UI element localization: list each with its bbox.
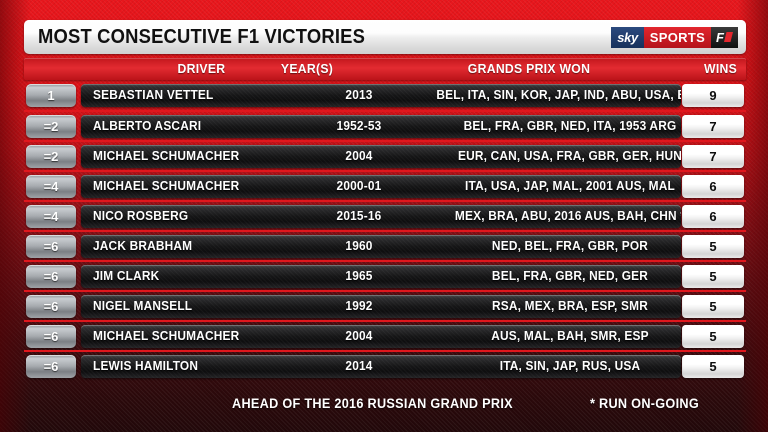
- driver-name: MICHAEL SCHUMACHER: [93, 148, 240, 163]
- grands-prix-value: RSA, MEX, BRA, ESP, SMR: [492, 298, 648, 313]
- row-data-strip: ALBERTO ASCARI 1952-53 BEL, FRA, GBR, NE…: [81, 114, 681, 138]
- grands-prix-value: ITA, USA, JAP, MAL, 2001 AUS, MAL: [465, 178, 675, 193]
- rank-badge: =6: [26, 354, 76, 378]
- table-row: =2 ALBERTO ASCARI 1952-53 BEL, FRA, GBR,…: [24, 110, 746, 140]
- table-row: =6 MICHAEL SCHUMACHER 2004 AUS, MAL, BAH…: [24, 320, 746, 350]
- grands-prix-value: BEL, FRA, GBR, NED, ITA, 1953 ARG: [463, 118, 677, 133]
- title-bar: MOST CONSECUTIVE F1 VICTORIES sky SPORTS…: [24, 20, 746, 54]
- years-value: 2000-01: [336, 178, 382, 193]
- rank-badge: =6: [26, 294, 76, 318]
- wins-value: 5: [682, 264, 744, 288]
- rank-badge: =4: [26, 174, 76, 198]
- row-data-strip: NICO ROSBERG 2015-16 MEX, BRA, ABU, 2016…: [81, 204, 681, 228]
- row-data-strip: JACK BRABHAM 1960 NED, BEL, FRA, GBR, PO…: [81, 234, 681, 258]
- wins-value: 5: [682, 324, 744, 348]
- years-value: 2004: [345, 148, 373, 163]
- wins-value: 7: [682, 144, 744, 168]
- table-row: =6 JACK BRABHAM 1960 NED, BEL, FRA, GBR,…: [24, 230, 746, 260]
- row-data-strip: SEBASTIAN VETTEL 2013 BEL, ITA, SIN, KOR…: [81, 83, 681, 107]
- rank-badge: =2: [26, 144, 76, 168]
- grands-prix-value: BEL, FRA, GBR, NED, GER: [491, 268, 649, 283]
- row-data-strip: MICHAEL SCHUMACHER 2004 EUR, CAN, USA, F…: [81, 144, 681, 168]
- row-data-strip: LEWIS HAMILTON 2014 ITA, SIN, JAP, RUS, …: [81, 354, 681, 378]
- years-value: 2014: [345, 358, 373, 373]
- driver-name: ALBERTO ASCARI: [93, 118, 202, 133]
- grands-prix-value: ITA, SIN, JAP, RUS, USA: [499, 358, 641, 373]
- column-header-row: DRIVER YEAR(S) GRANDS PRIX WON WINS: [24, 58, 746, 80]
- driver-name: NICO ROSBERG: [93, 208, 189, 223]
- row-data-strip: MICHAEL SCHUMACHER 2000-01 ITA, USA, JAP…: [81, 174, 681, 198]
- rank-badge: =6: [26, 264, 76, 288]
- column-header-wins: WINS: [703, 61, 737, 76]
- rank-badge: =2: [26, 114, 76, 138]
- rank-badge: =6: [26, 234, 76, 258]
- years-value: 1965: [345, 268, 373, 283]
- years-value: 1992: [345, 298, 373, 313]
- table-row: 1 SEBASTIAN VETTEL 2013 BEL, ITA, SIN, K…: [24, 80, 746, 110]
- f1-letter: F: [716, 29, 724, 45]
- wins-value: 6: [682, 204, 744, 228]
- driver-name: MICHAEL SCHUMACHER: [93, 328, 240, 343]
- grands-prix-value: BEL, ITA, SIN, KOR, JAP, IND, ABU, USA, …: [436, 87, 681, 102]
- table-row: =6 NIGEL MANSELL 1992 RSA, MEX, BRA, ESP…: [24, 290, 746, 320]
- years-value: 2015-16: [336, 208, 382, 223]
- rank-badge: 1: [26, 83, 76, 107]
- wins-value: 5: [682, 294, 744, 318]
- table-row: =6 JIM CLARK 1965 BEL, FRA, GBR, NED, GE…: [24, 260, 746, 290]
- footer-star-note: * RUN ON-GOING: [590, 395, 699, 411]
- grands-prix-value: NED, BEL, FRA, GBR, POR: [491, 238, 649, 253]
- column-header-grands-prix: GRANDS PRIX WON: [467, 61, 591, 76]
- driver-name: LEWIS HAMILTON: [93, 358, 199, 373]
- row-data-strip: JIM CLARK 1965 BEL, FRA, GBR, NED, GER: [81, 264, 681, 288]
- driver-name: NIGEL MANSELL: [93, 298, 193, 313]
- rank-badge: =6: [26, 324, 76, 348]
- grands-prix-value: MEX, BRA, ABU, 2016 AUS, BAH, CHN *: [454, 208, 681, 223]
- f1-streak-icon: [724, 32, 733, 42]
- page-title: MOST CONSECUTIVE F1 VICTORIES: [38, 25, 366, 48]
- grands-prix-value: AUS, MAL, BAH, SMR, ESP: [491, 328, 649, 343]
- driver-name: JIM CLARK: [93, 268, 160, 283]
- column-header-years: YEAR(S): [280, 61, 334, 76]
- f1-logo-icon: F: [711, 26, 738, 48]
- table-row: =4 MICHAEL SCHUMACHER 2000-01 ITA, USA, …: [24, 170, 746, 200]
- driver-name: JACK BRABHAM: [93, 238, 193, 253]
- footer-note: AHEAD OF THE 2016 RUSSIAN GRAND PRIX: [232, 395, 513, 411]
- years-value: 1952-53: [336, 118, 382, 133]
- table-row: =6 LEWIS HAMILTON 2014 ITA, SIN, JAP, RU…: [24, 350, 746, 380]
- standings-table: 1 SEBASTIAN VETTEL 2013 BEL, ITA, SIN, K…: [24, 80, 746, 380]
- wins-value: 9: [682, 83, 744, 107]
- driver-name: SEBASTIAN VETTEL: [93, 87, 214, 102]
- years-value: 2013: [345, 87, 373, 102]
- footer: AHEAD OF THE 2016 RUSSIAN GRAND PRIX * R…: [0, 392, 768, 414]
- row-data-strip: NIGEL MANSELL 1992 RSA, MEX, BRA, ESP, S…: [81, 294, 681, 318]
- table-row: =4 NICO ROSBERG 2015-16 MEX, BRA, ABU, 2…: [24, 200, 746, 230]
- sports-logo-text: SPORTS: [643, 26, 712, 48]
- row-data-strip: MICHAEL SCHUMACHER 2004 AUS, MAL, BAH, S…: [81, 324, 681, 348]
- grands-prix-value: EUR, CAN, USA, FRA, GBR, GER, HUN: [458, 148, 681, 163]
- column-header-driver: DRIVER: [177, 61, 226, 76]
- driver-name: MICHAEL SCHUMACHER: [93, 178, 240, 193]
- wins-value: 5: [682, 234, 744, 258]
- wins-value: 6: [682, 174, 744, 198]
- years-value: 1960: [345, 238, 373, 253]
- wins-value: 7: [682, 114, 744, 138]
- rank-badge: =4: [26, 204, 76, 228]
- table-row: =2 MICHAEL SCHUMACHER 2004 EUR, CAN, USA…: [24, 140, 746, 170]
- sky-sports-f1-logo: sky SPORTS F: [611, 26, 738, 48]
- wins-value: 5: [682, 354, 744, 378]
- years-value: 2004: [345, 328, 373, 343]
- sky-logo-text: sky: [611, 26, 644, 48]
